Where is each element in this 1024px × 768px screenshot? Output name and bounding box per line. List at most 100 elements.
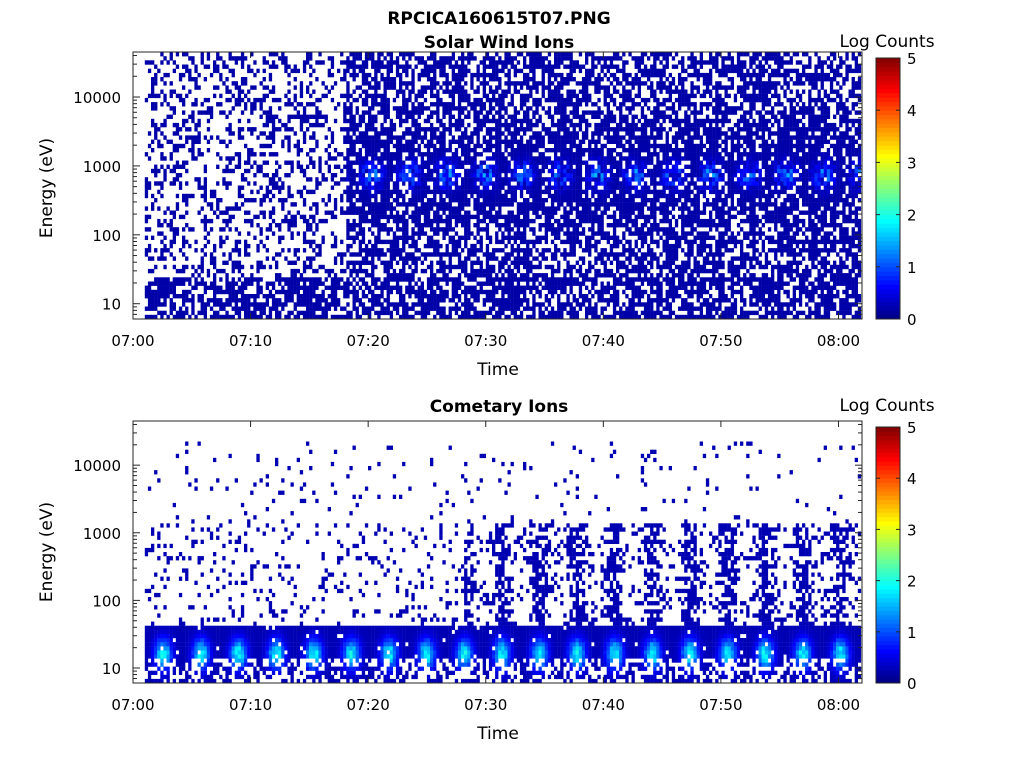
heatmap-cell [411,72,415,78]
heatmap-cell [448,306,452,311]
heatmap-cell [504,60,508,65]
heatmap-cell [451,214,455,220]
heatmap-cell [225,273,229,278]
heatmap-cell [333,256,338,261]
heatmap-cell [430,173,434,178]
heatmap-cell [414,156,418,161]
heatmap-cell [377,202,381,207]
heatmap-cell [464,135,468,140]
heatmap-cell [172,110,176,115]
heatmap-cell [228,256,232,261]
heatmap-cell [554,277,558,282]
heatmap-cell [547,277,552,282]
heatmap-cell [312,218,316,224]
heatmap-cell [262,152,266,157]
heatmap-cell [566,202,570,207]
heatmap-cell [355,185,359,190]
heatmap-cell [349,223,353,228]
heatmap-cell [228,68,232,74]
heatmap-cell [538,81,542,86]
heatmap-cell [209,281,214,286]
heatmap-cell [411,106,415,111]
heatmap-cell [259,202,263,207]
heatmap-cell [488,189,493,195]
heatmap-cell [368,110,372,115]
heatmap-cell [529,193,533,199]
heatmap-cell [495,223,499,228]
heatmap-cell [259,185,263,190]
heatmap-cell [306,189,310,195]
heatmap-cell [476,185,480,190]
heatmap-cell [482,210,486,215]
heatmap-cell [395,218,400,224]
heatmap-cell [513,64,517,69]
heatmap-cell [526,181,530,186]
heatmap-cell [569,248,573,253]
heatmap-cell [541,223,545,228]
heatmap-cell [479,264,483,270]
heatmap-cell [163,298,167,303]
heatmap-cell [281,248,285,253]
heatmap-cell [197,185,201,190]
heatmap-cell [436,93,440,99]
heatmap-cell [231,285,235,290]
heatmap-cell [504,235,508,240]
heatmap-cell [361,173,366,178]
heatmap-cell [380,60,384,65]
heatmap-cell [575,60,579,65]
heatmap-cell [507,198,511,203]
heatmap-cell [430,122,434,128]
heatmap-cell [420,189,424,195]
heatmap-cell [513,235,517,240]
heatmap-cell [569,252,573,257]
heatmap-cell [299,189,304,195]
heatmap-cell [377,64,381,69]
heatmap-cell [448,218,452,224]
heatmap-cell [457,102,462,107]
heatmap-cell [197,273,201,278]
heatmap-cell [287,64,291,69]
heatmap-cell [544,314,548,320]
heatmap-cell [191,110,195,115]
heatmap-cell [200,218,204,224]
heatmap-cell [330,56,335,61]
heatmap-cell [541,252,545,257]
heatmap-cell [271,89,276,94]
heatmap-cell [175,193,180,199]
heatmap-cell [206,202,211,207]
heatmap-cell [507,306,511,311]
heatmap-cell [504,277,508,282]
heatmap-cell [256,264,260,270]
heatmap-cell [504,127,508,132]
heatmap-cell [253,106,257,111]
heatmap-cell [265,193,269,199]
heatmap-cell [541,106,545,111]
heatmap-cell [516,277,521,282]
heatmap-cell [572,189,576,195]
heatmap-cell [467,277,471,282]
heatmap-cell [523,160,527,165]
heatmap-cell [547,81,552,86]
heatmap-cell [225,89,229,94]
heatmap-cell [547,206,552,211]
heatmap-cell [364,306,369,311]
heatmap-cell [439,177,443,182]
heatmap-cell [333,306,338,311]
heatmap-cell [231,281,235,286]
heatmap-cell [309,177,313,182]
heatmap-cell [510,302,514,307]
heatmap-cell [172,285,176,290]
heatmap-cell [569,56,573,61]
heatmap-cell [213,260,217,265]
heatmap-cell [569,198,573,203]
heatmap-cell [228,127,232,132]
heatmap-cell [510,118,514,124]
heatmap-cell [498,210,502,215]
heatmap-cell [426,160,431,165]
heatmap-cell [278,106,282,111]
heatmap-cell [296,148,300,153]
heatmap-cell [578,302,583,307]
heatmap-cell [240,302,245,307]
heatmap-cell [504,218,508,224]
heatmap-cell [523,143,527,149]
